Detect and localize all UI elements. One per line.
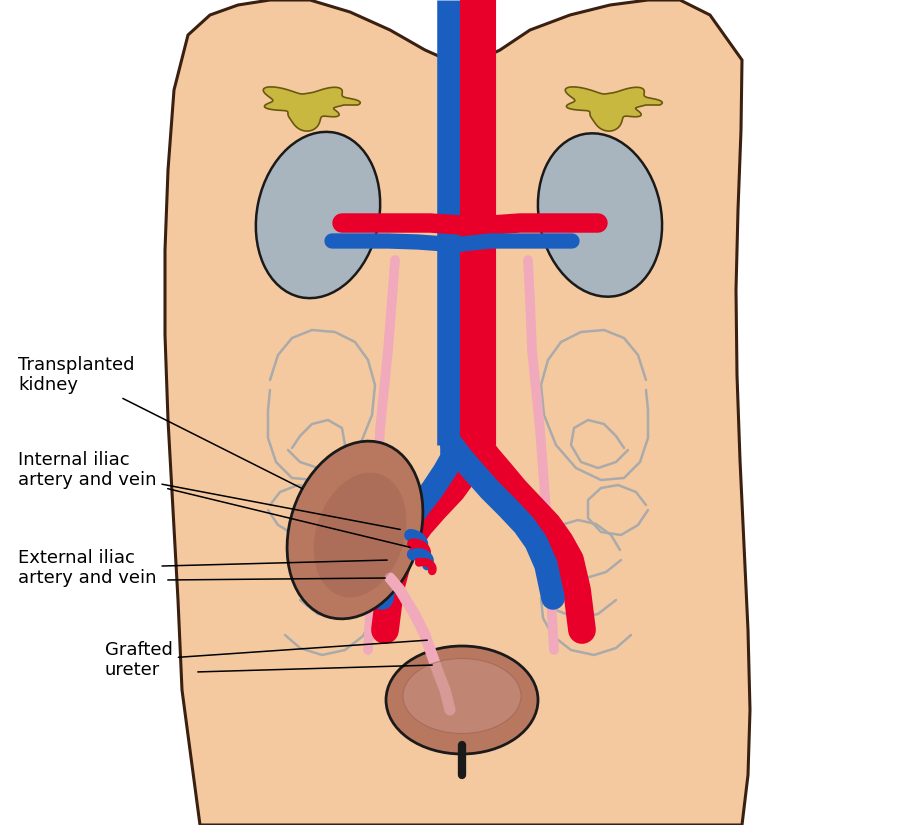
Text: Internal iliac
artery and vein: Internal iliac artery and vein <box>18 450 400 530</box>
Polygon shape <box>565 87 662 131</box>
Text: Grafted
ureter: Grafted ureter <box>105 640 427 680</box>
Polygon shape <box>165 0 750 825</box>
Text: External iliac
artery and vein: External iliac artery and vein <box>18 549 387 587</box>
Text: Transplanted
kidney: Transplanted kidney <box>18 356 302 488</box>
Polygon shape <box>263 87 360 131</box>
Ellipse shape <box>386 646 538 754</box>
Ellipse shape <box>403 658 521 733</box>
Ellipse shape <box>256 132 380 298</box>
Ellipse shape <box>538 134 662 297</box>
Ellipse shape <box>287 441 423 619</box>
Ellipse shape <box>313 473 407 597</box>
